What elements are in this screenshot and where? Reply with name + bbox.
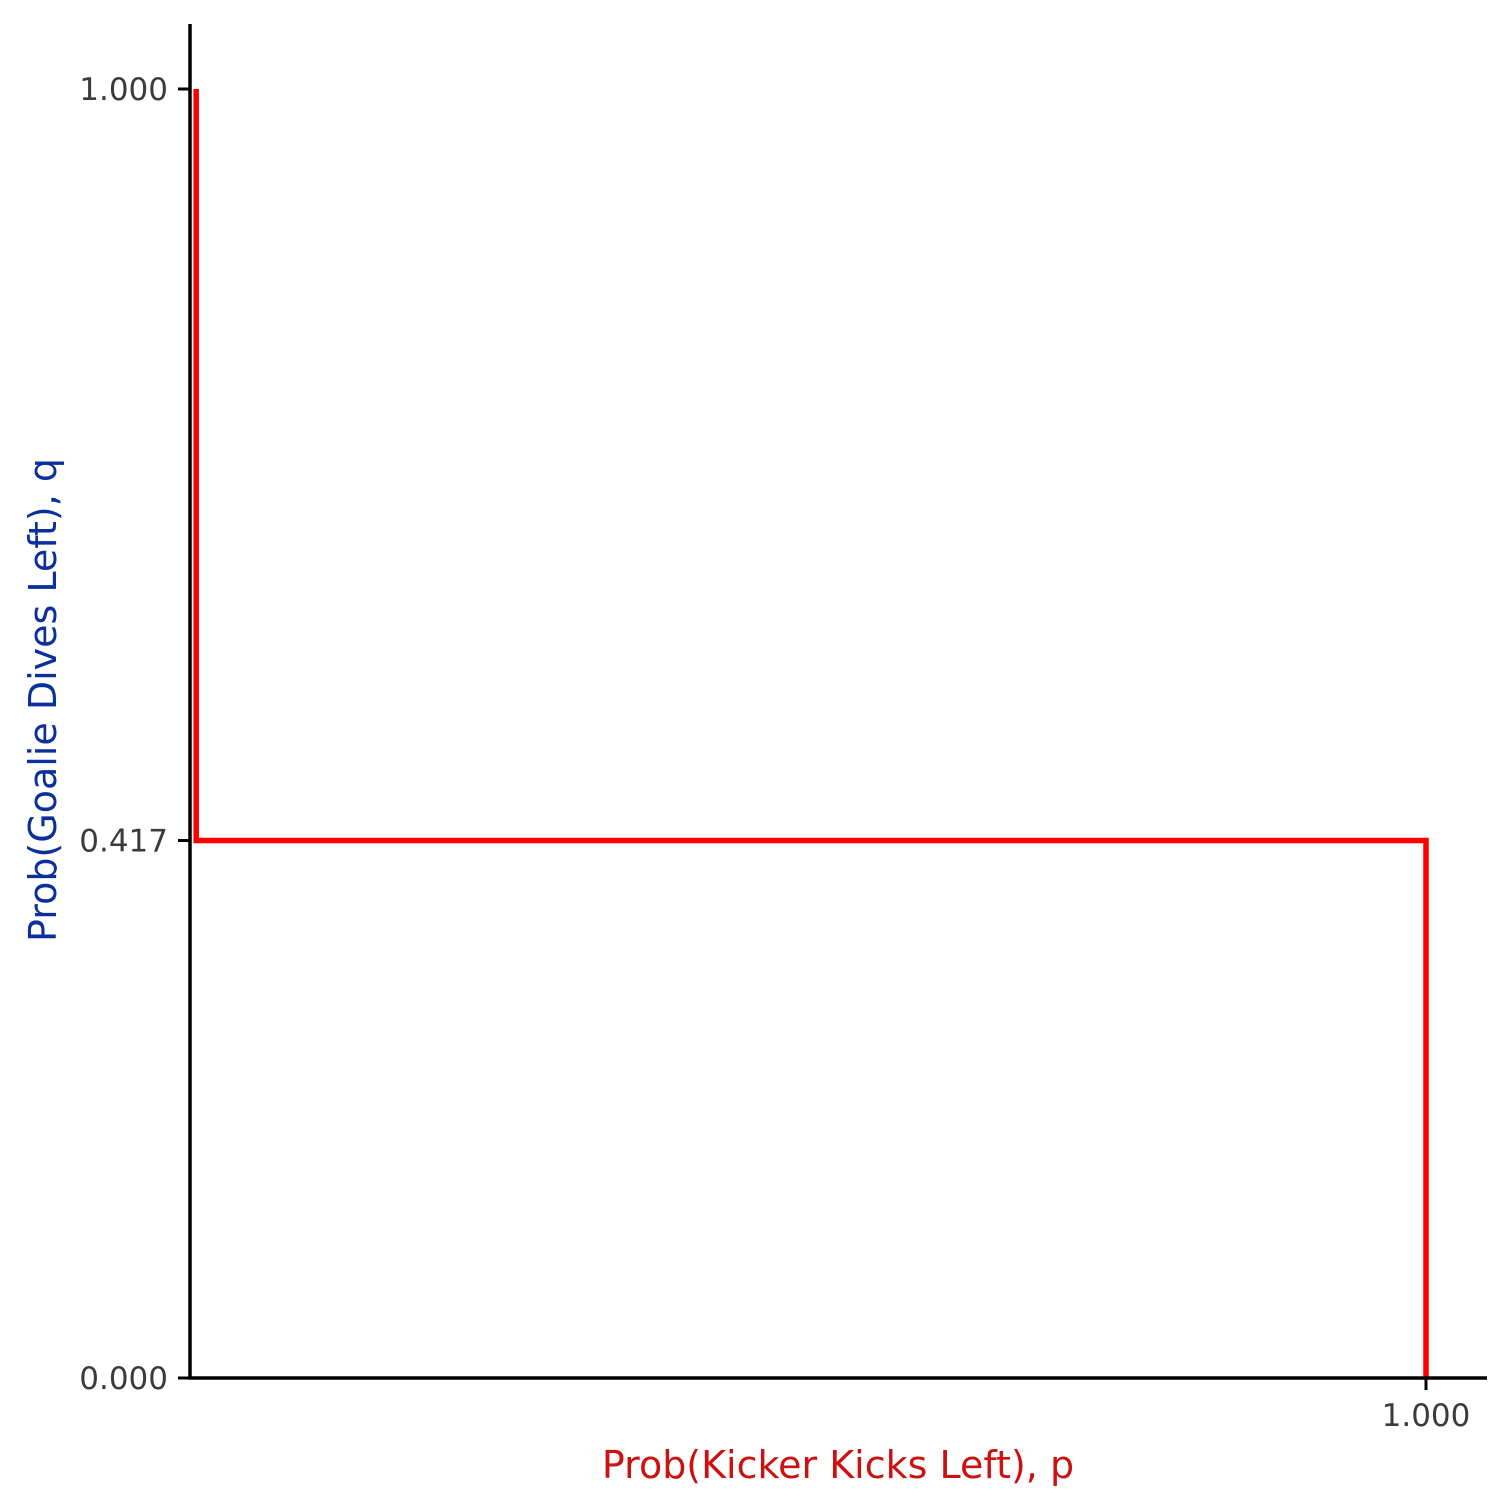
best-response-line (193, 89, 1429, 1378)
y-tick-label: 1.000 (79, 72, 168, 108)
ticks-layer: 0.000 0.417 1.000 1.000 (79, 72, 1470, 1434)
axes-layer (188, 24, 1487, 1380)
x-tick-label: 1.000 (1382, 1398, 1471, 1434)
series-layer (193, 89, 1429, 1378)
y-tick-label: 0.000 (79, 1361, 168, 1397)
y-tick-label: 0.417 (79, 823, 168, 859)
x-axis-title: Prob(Kicker Kicks Left), p (602, 1443, 1074, 1487)
y-axis-title: Prob(Goalie Dives Left), q (21, 458, 65, 942)
